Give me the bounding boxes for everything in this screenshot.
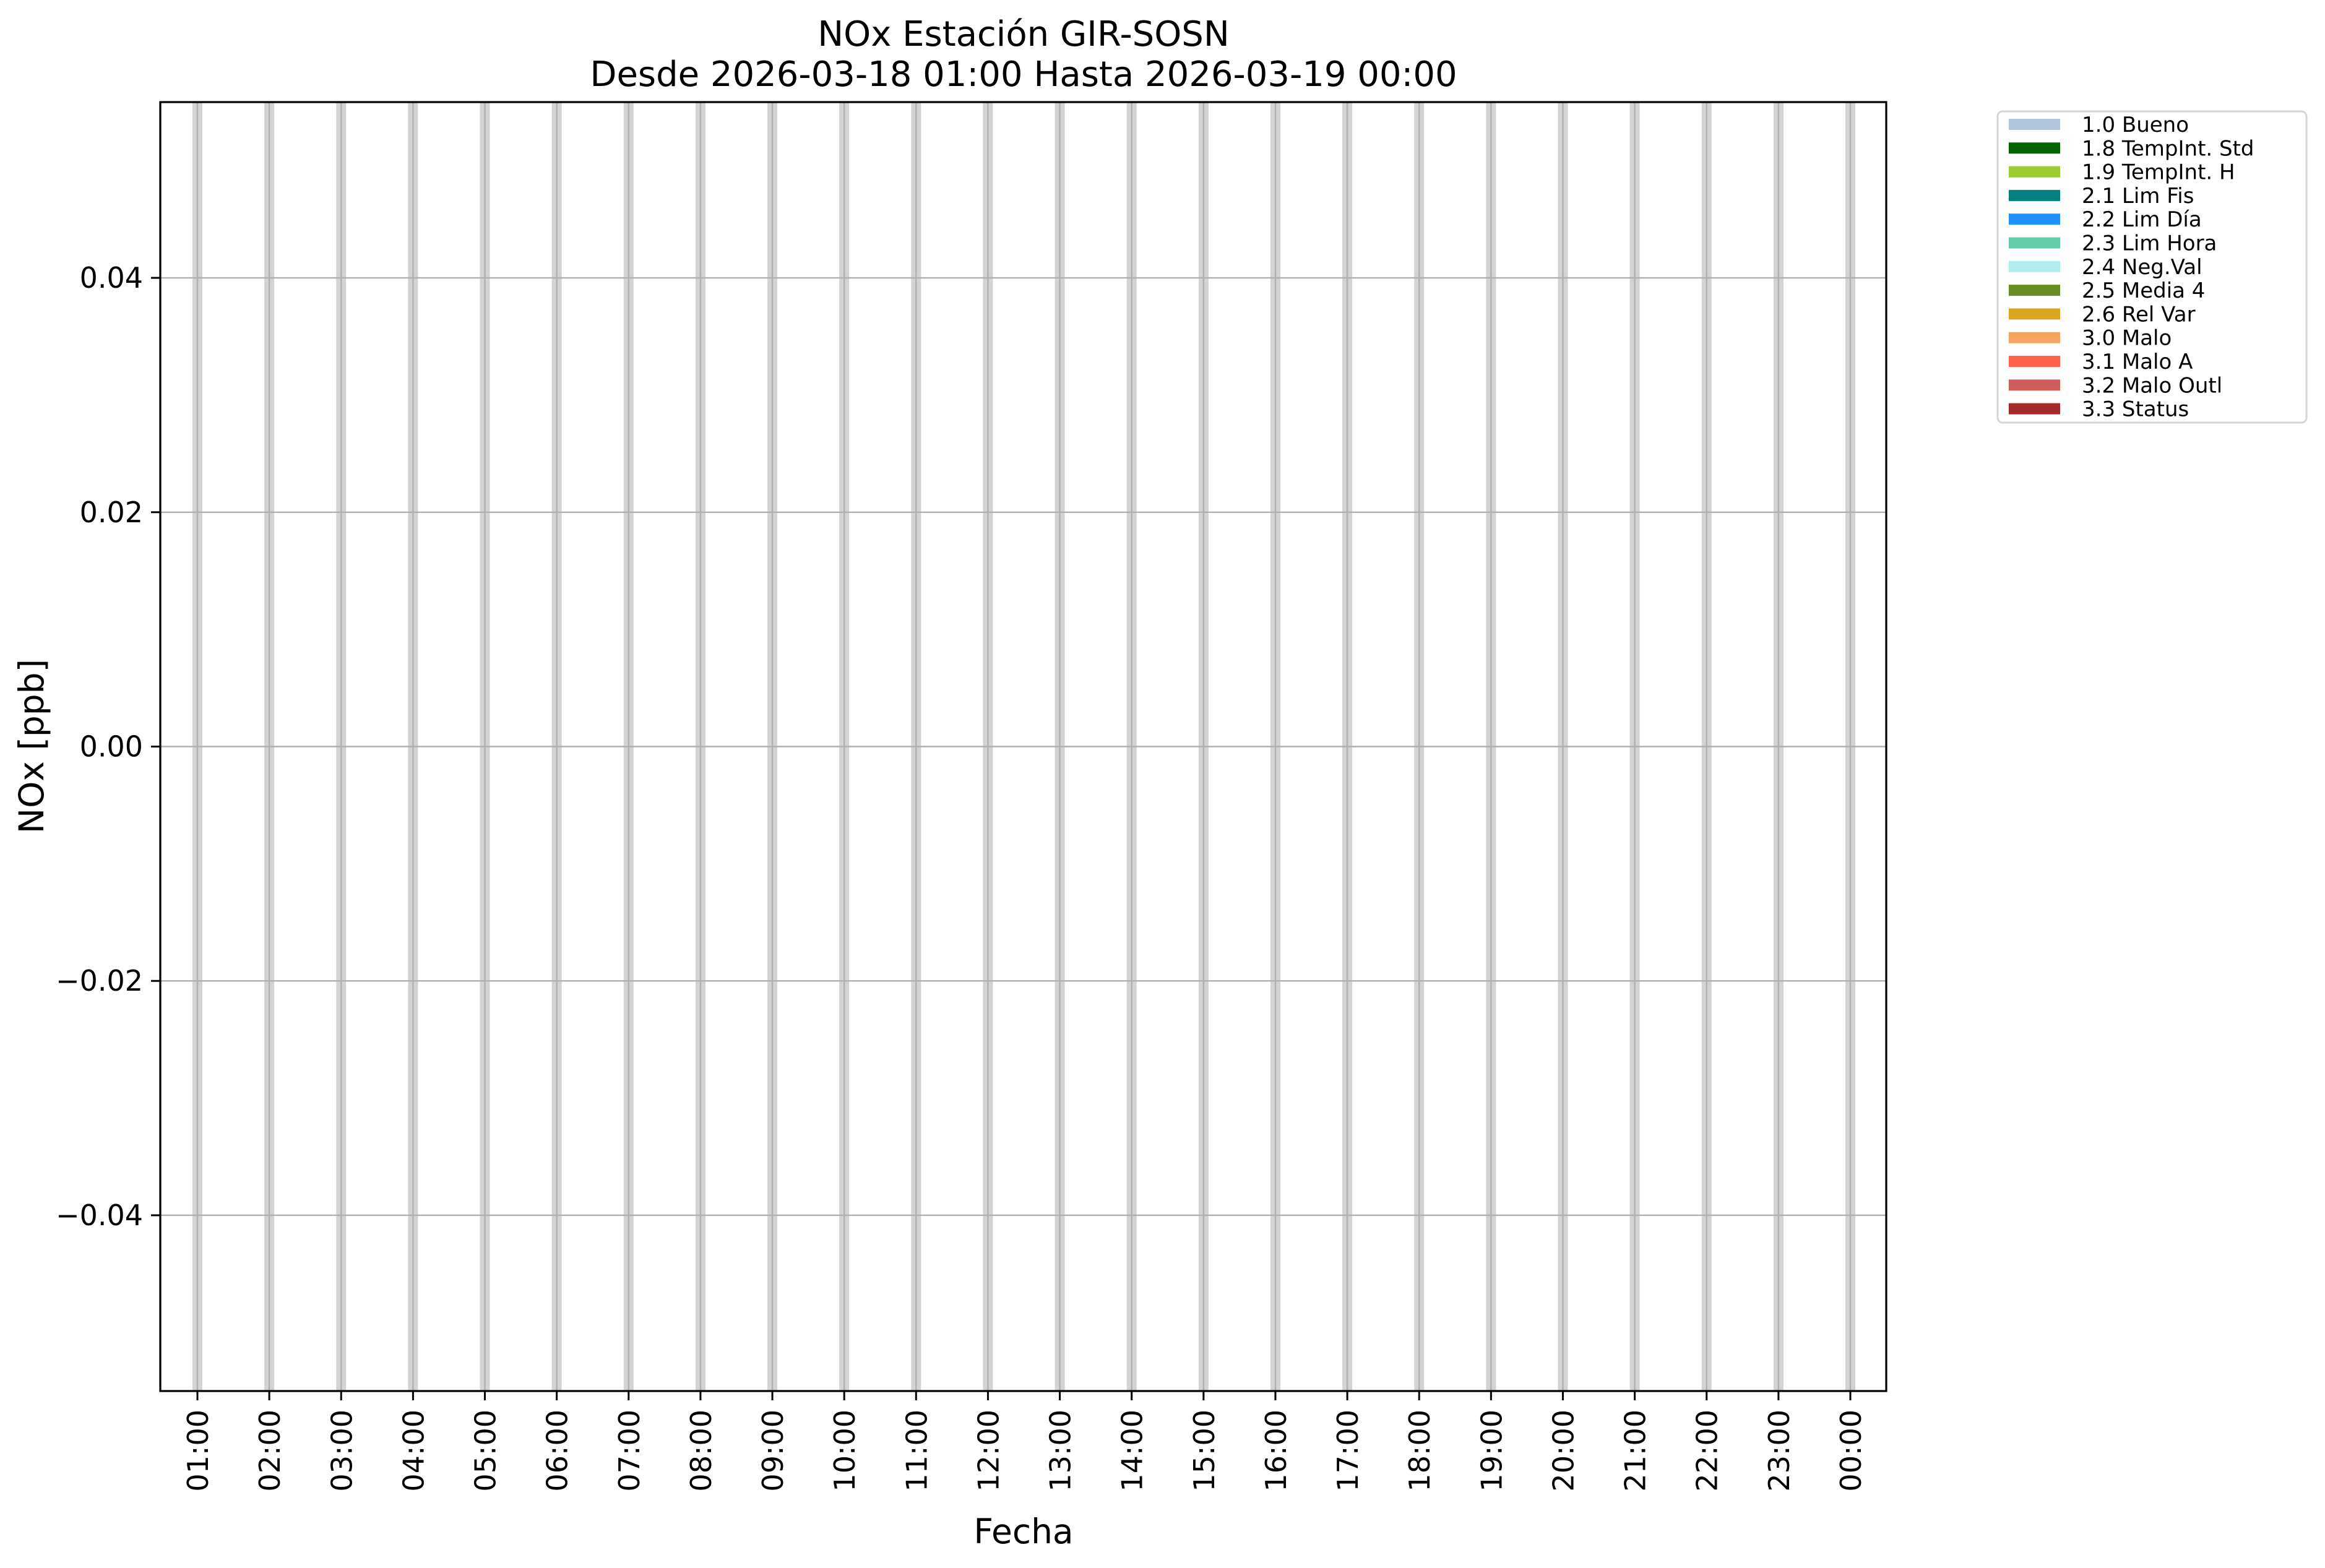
x-tick-label: 00:00 <box>1834 1410 1868 1492</box>
legend-label: 2.5 Media 4 <box>2082 278 2205 303</box>
x-tick-label: 01:00 <box>181 1410 215 1492</box>
x-tick-label: 19:00 <box>1475 1410 1508 1492</box>
x-tick-label: 04:00 <box>397 1410 430 1492</box>
chart-subtitle: Desde 2026-03-18 01:00 Hasta 2026-03-19 … <box>590 54 1457 95</box>
legend-label: 3.3 Status <box>2082 397 2189 422</box>
y-tick-label: −0.04 <box>56 1199 143 1232</box>
legend-swatch <box>2009 166 2060 178</box>
legend-label: 1.9 TempInt. H <box>2082 160 2235 185</box>
legend-label: 3.2 Malo Outl <box>2082 373 2222 398</box>
chart-title: NOx Estación GIR-SOSN <box>817 14 1229 54</box>
x-tick-label: 05:00 <box>469 1410 503 1492</box>
x-tick-label: 12:00 <box>972 1410 1005 1492</box>
y-tick-label: −0.02 <box>56 964 143 997</box>
x-tick-label: 09:00 <box>756 1410 790 1492</box>
x-tick-label: 10:00 <box>828 1410 861 1492</box>
legend-swatch <box>2009 213 2060 225</box>
x-tick-label: 18:00 <box>1403 1410 1436 1492</box>
legend-label: 2.3 Lim Hora <box>2082 231 2217 256</box>
x-axis-label: Fecha <box>973 1512 1073 1551</box>
legend-swatch <box>2009 403 2060 415</box>
legend-swatch <box>2009 237 2060 249</box>
y-tick-label: 0.00 <box>80 730 143 764</box>
legend-swatch <box>2009 261 2060 272</box>
legend-label: 1.0 Bueno <box>2082 113 2189 137</box>
y-axis-label: NOx [ppb] <box>12 659 51 834</box>
legend-swatch <box>2009 332 2060 343</box>
x-tick-label: 02:00 <box>253 1410 287 1492</box>
x-tick-label: 21:00 <box>1619 1410 1652 1492</box>
legend-swatch <box>2009 142 2060 154</box>
legend-label: 2.2 Lim Día <box>2082 207 2202 232</box>
y-tick-label: 0.02 <box>80 496 143 529</box>
x-tick-label: 03:00 <box>325 1410 358 1492</box>
legend-label: 2.4 Neg.Val <box>2082 255 2202 280</box>
legend-swatch <box>2009 189 2060 201</box>
legend-label: 3.1 Malo A <box>2082 350 2193 374</box>
x-tick-label: 17:00 <box>1331 1410 1365 1492</box>
legend-label: 3.0 Malo <box>2082 326 2172 351</box>
legend-swatch <box>2009 285 2060 296</box>
plot-area: 01:00 02:00 03:00 04:00 05:00 06:00 07:00 08:00… <box>56 101 1887 1492</box>
x-tick-label: 13:00 <box>1044 1410 1077 1492</box>
legend-swatch <box>2009 119 2060 130</box>
x-tick-label: 08:00 <box>684 1410 718 1492</box>
legend-label: 2.6 Rel Var <box>2082 302 2196 327</box>
x-tick-label: 20:00 <box>1546 1410 1580 1492</box>
x-tick-label: 14:00 <box>1116 1410 1149 1492</box>
legend-label: 1.8 TempInt. Std <box>2082 136 2254 161</box>
x-tick-label: 11:00 <box>900 1410 933 1492</box>
x-tick-label: 07:00 <box>613 1410 646 1492</box>
legend-swatch <box>2009 308 2060 320</box>
x-tick-label: 06:00 <box>541 1410 574 1492</box>
y-tick-label: 0.04 <box>80 261 143 295</box>
legend-label: 2.1 Lim Fis <box>2082 184 2194 209</box>
x-tick-label: 15:00 <box>1188 1410 1221 1492</box>
legend-swatch <box>2009 379 2060 391</box>
x-tick-label: 16:00 <box>1259 1410 1293 1492</box>
legend-box <box>1996 110 2308 424</box>
legend-swatch <box>2009 356 2060 367</box>
x-tick-label: 23:00 <box>1762 1410 1796 1492</box>
x-tick-label: 22:00 <box>1691 1410 1724 1492</box>
